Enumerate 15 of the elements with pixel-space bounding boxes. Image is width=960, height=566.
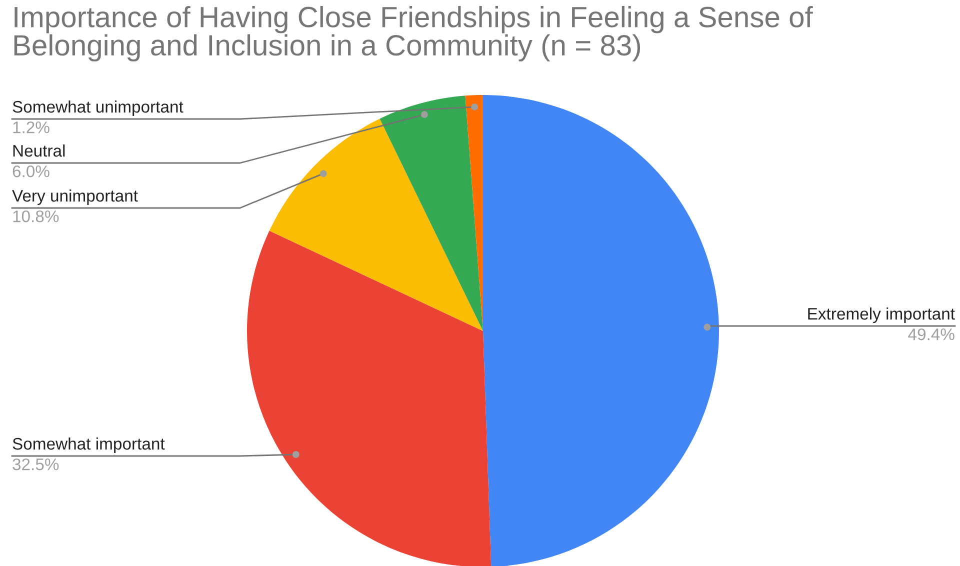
data-label: 32.5% bbox=[12, 458, 59, 470]
slice-label: Somewhat unimportant bbox=[12, 100, 184, 116]
data-label: 49.4% bbox=[908, 328, 954, 340]
data-label: 1.2% bbox=[13, 121, 50, 134]
pie-slice bbox=[380, 96, 483, 331]
chart-title: Importance of Having Close Friendships in Feeling a Sense of Belonging and Inclusion in a Community (n = 83) bbox=[14, 6, 813, 62]
slice-label: Extremely important bbox=[808, 307, 955, 323]
slice-label: Somewhat important bbox=[12, 437, 165, 453]
pie-slice bbox=[483, 95, 719, 566]
data-label: 10.8% bbox=[13, 210, 59, 222]
data-label: 6.0% bbox=[12, 165, 50, 178]
pie-slice bbox=[247, 230, 492, 566]
pie-slice bbox=[269, 118, 483, 331]
slice-label: Very unimportant bbox=[12, 189, 138, 205]
slice-label: Neutral bbox=[13, 144, 65, 157]
